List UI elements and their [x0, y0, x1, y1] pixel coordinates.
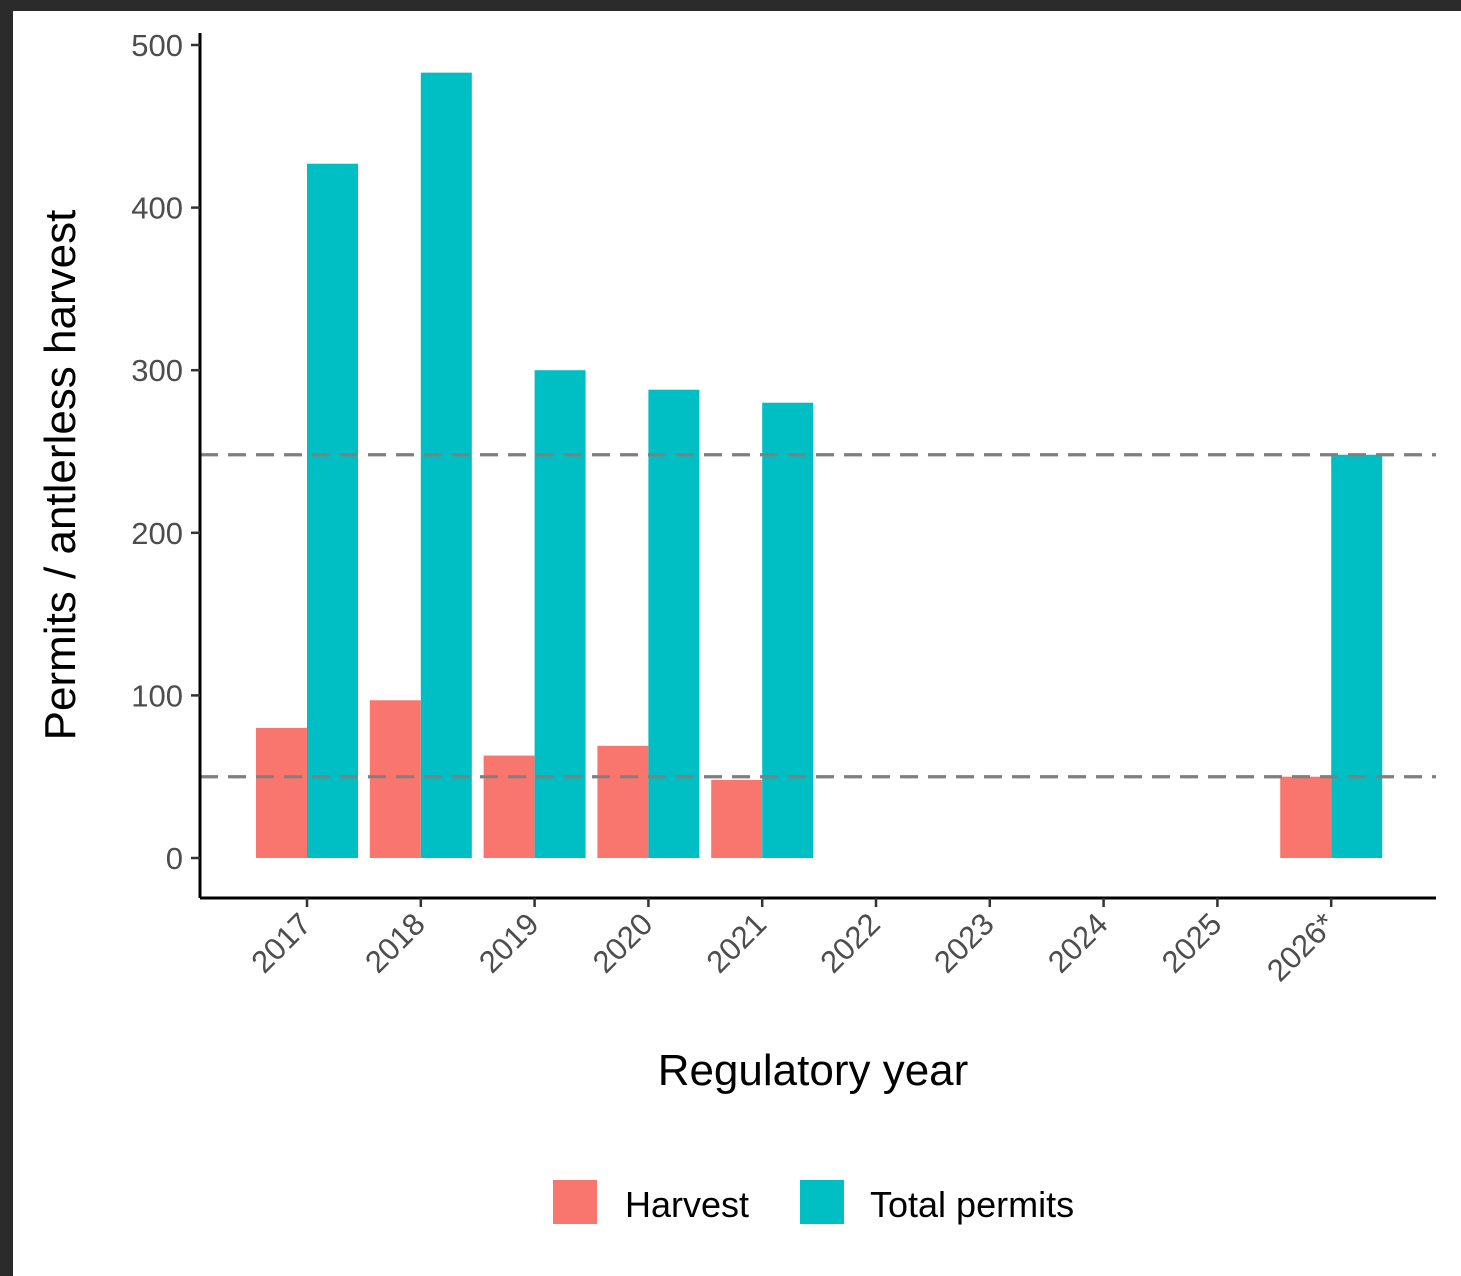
bar-total-permits-2018 — [420, 72, 472, 859]
y-axis-title: Permits / antlerless harvest — [36, 210, 85, 741]
x-tick-label-6: 2023 — [927, 906, 1001, 980]
bar-harvest-2018 — [369, 700, 421, 858]
x-tick-label-5: 2022 — [813, 906, 887, 980]
bar-harvest-2020 — [597, 745, 649, 858]
x-tick-label-3: 2020 — [586, 906, 660, 980]
bar-chart: 0 100 200 300 400 500 2017 2018 2019 2020 2021 202… — [36, 28, 1436, 1225]
bar-total-permits-2026 — [1331, 454, 1383, 858]
chart-frame: 0 100 200 300 400 500 2017 2018 2019 2020 2021 202… — [13, 11, 1461, 1276]
bar-total-permits-2019 — [534, 370, 586, 858]
y-tick-label-400: 400 — [131, 191, 183, 226]
axes — [198, 33, 1436, 900]
bar-total-permits-2021 — [762, 402, 814, 858]
legend-swatch-0 — [553, 1180, 597, 1224]
x-tick-label-7: 2024 — [1041, 906, 1115, 980]
bar-harvest-2026 — [1280, 776, 1332, 858]
x-tick-label-1: 2018 — [358, 906, 432, 980]
y-tick-label-300: 300 — [131, 353, 183, 388]
bar-harvest-2021 — [711, 779, 763, 858]
x-tick-label-8: 2025 — [1155, 906, 1229, 980]
bar-total-permits-2017 — [307, 163, 358, 858]
x-tick-label-4: 2021 — [700, 906, 774, 980]
x-tick-label-9: 2026* — [1260, 906, 1342, 988]
x-tick-label-0: 2017 — [244, 906, 318, 980]
x-axis-title: Regulatory year — [658, 1046, 969, 1095]
y-tick-label-200: 200 — [131, 516, 183, 551]
legend-label-1: Total permits — [870, 1184, 1074, 1225]
bar-harvest-2019 — [483, 755, 535, 858]
y-tick-label-100: 100 — [131, 678, 183, 713]
reference-lines-overlay — [200, 453, 1436, 779]
bar-harvest-2017 — [256, 727, 307, 858]
x-tick-label-2: 2019 — [472, 906, 546, 980]
y-ticks: 0 100 200 300 400 500 — [131, 28, 200, 876]
bars — [256, 72, 1383, 859]
x-ticks: 2017 2018 2019 2020 2021 2022 2023 2024 2025 2026… — [244, 898, 1342, 988]
y-tick-label-500: 500 — [131, 28, 183, 63]
y-tick-label-0: 0 — [166, 841, 183, 876]
legend-swatch-1 — [800, 1180, 844, 1224]
legend: Harvest Total permits — [553, 1180, 1074, 1225]
legend-label-0: Harvest — [625, 1184, 749, 1225]
bar-total-permits-2020 — [648, 389, 700, 858]
